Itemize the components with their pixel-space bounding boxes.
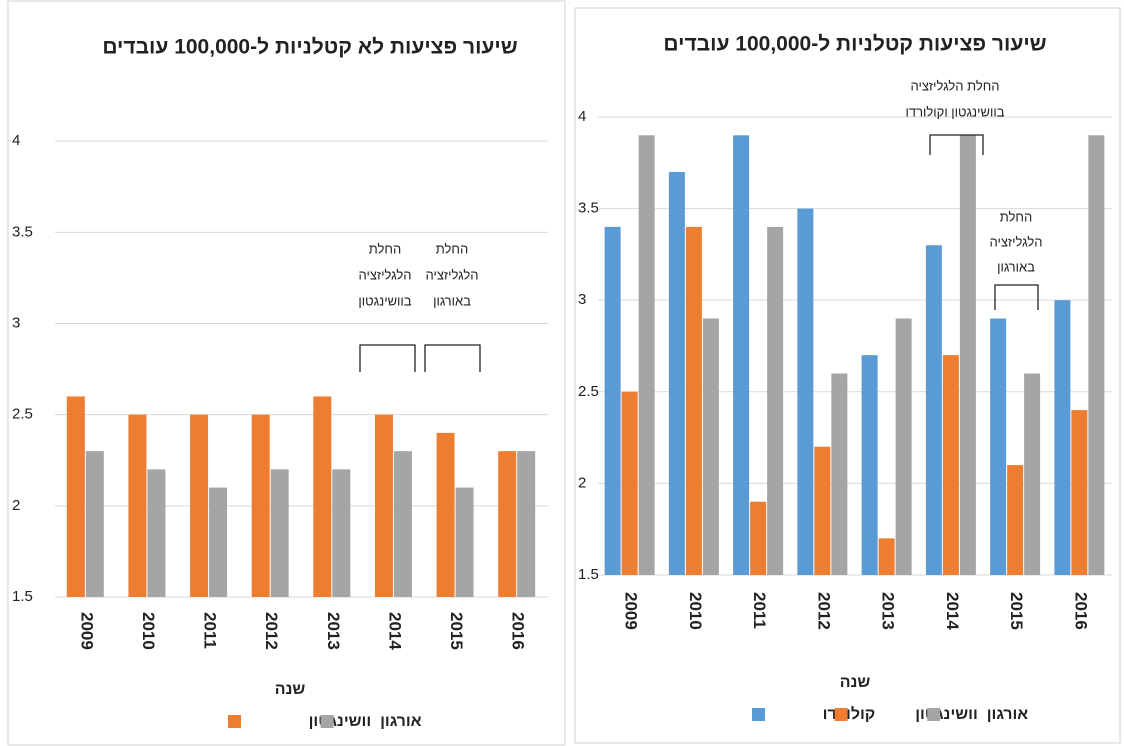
legend-swatch <box>835 708 848 721</box>
bar <box>86 451 104 597</box>
bar <box>67 396 85 597</box>
bar <box>271 469 289 597</box>
bar <box>862 355 878 575</box>
annotation-text: בוושינגטון וקולורדו <box>905 104 1004 119</box>
bar <box>252 415 270 597</box>
x-tick-label: 2011 <box>201 612 220 649</box>
bar <box>209 488 227 597</box>
bar <box>1054 300 1070 575</box>
x-tick-label: 2014 <box>943 592 962 630</box>
annotation-text: באורגון <box>997 259 1035 274</box>
annotation-bracket <box>360 345 415 372</box>
bar <box>879 538 895 575</box>
legend-label: וושינגטון <box>309 713 372 730</box>
legend-label: קולורדו <box>823 705 876 723</box>
annotation-text: החלת הלגליזציה <box>910 78 999 93</box>
x-tick-label: 2009 <box>622 592 641 630</box>
y-tick-label: 2.5 <box>12 406 33 423</box>
bar <box>313 396 331 597</box>
bar <box>960 135 976 575</box>
bar <box>797 209 813 575</box>
annotation-bracket <box>995 285 1038 310</box>
x-tick-label: 2013 <box>879 592 898 630</box>
bar <box>1007 465 1023 575</box>
bar <box>394 451 412 597</box>
bar <box>669 172 685 575</box>
bar <box>896 319 912 576</box>
bar <box>990 319 1006 576</box>
y-tick-label: 3 <box>578 291 586 308</box>
bar <box>1088 135 1104 575</box>
x-tick-label: 2015 <box>1007 592 1026 630</box>
y-tick-label: 2.5 <box>578 383 599 400</box>
y-tick-label: 2 <box>578 474 586 491</box>
bar <box>517 451 535 597</box>
bar <box>814 447 830 575</box>
x-axis-label: שנה <box>840 674 871 691</box>
bar <box>686 227 702 575</box>
y-tick-label: 1.5 <box>12 588 33 605</box>
x-tick-label: 2016 <box>509 612 528 650</box>
legend-swatch <box>752 708 765 721</box>
legend-label: אורגון <box>380 713 422 730</box>
y-tick-label: 2 <box>12 497 20 514</box>
annotation-text: החלת <box>369 241 401 256</box>
bar <box>831 373 847 575</box>
y-tick-label: 4 <box>12 132 20 149</box>
bar <box>733 135 749 575</box>
annotation-text: החלת <box>1000 209 1032 224</box>
bar <box>1024 373 1040 575</box>
bar <box>128 415 146 597</box>
bar <box>639 135 655 575</box>
annotation-text: הלגליזציה <box>989 234 1042 249</box>
bar <box>750 502 766 575</box>
bar <box>375 415 393 597</box>
annotation-bracket <box>425 345 480 372</box>
y-tick-label: 3.5 <box>578 200 599 217</box>
x-tick-label: 2010 <box>139 612 158 650</box>
x-axis-label: שנה <box>275 681 306 698</box>
x-tick-label: 2013 <box>324 612 343 650</box>
legend-swatch <box>228 715 241 728</box>
bar <box>943 355 959 575</box>
annotation-text: החלת <box>436 241 468 256</box>
annotation-text: באורגון <box>433 293 471 308</box>
bar <box>703 319 719 576</box>
annotation-text: בוושינגטון <box>358 293 411 308</box>
legend-label: וושינגטון <box>915 706 978 723</box>
chart-title: שיעור פציעות לא קטלניות ל-100,000 עובדים <box>102 36 517 59</box>
x-tick-label: 2015 <box>447 612 466 650</box>
annotation-text: הלגליזציה <box>425 267 478 282</box>
x-tick-label: 2014 <box>385 612 404 650</box>
legend-label: אורגון <box>987 706 1029 723</box>
bar <box>456 488 474 597</box>
x-tick-label: 2012 <box>262 612 281 650</box>
x-tick-label: 2016 <box>1071 592 1090 630</box>
y-tick-label: 3 <box>12 314 20 331</box>
legend-swatch <box>321 715 334 728</box>
bar <box>147 469 165 597</box>
bar <box>190 415 208 597</box>
x-tick-label: 2010 <box>686 592 705 630</box>
x-tick-label: 2012 <box>814 592 833 630</box>
x-tick-label: 2011 <box>750 592 769 629</box>
bar <box>332 469 350 597</box>
bar <box>926 245 942 575</box>
annotation-text: הלגליזציה <box>358 267 411 282</box>
bar <box>1071 410 1087 575</box>
legend-swatch <box>927 708 940 721</box>
page: שיעור פציעות לא קטלניות ל-100,000 עובדים… <box>0 0 1124 746</box>
bar <box>498 451 516 597</box>
y-tick-label: 4 <box>578 108 586 125</box>
x-tick-label: 2009 <box>77 612 96 650</box>
y-tick-label: 3.5 <box>12 223 33 240</box>
bar <box>437 433 455 597</box>
bar <box>605 227 621 575</box>
chart-title: שיעור פציעות קטלניות ל-100,000 עובדים <box>663 33 1046 56</box>
bar <box>767 227 783 575</box>
y-tick-label: 1.5 <box>578 566 599 583</box>
bar <box>622 392 638 575</box>
